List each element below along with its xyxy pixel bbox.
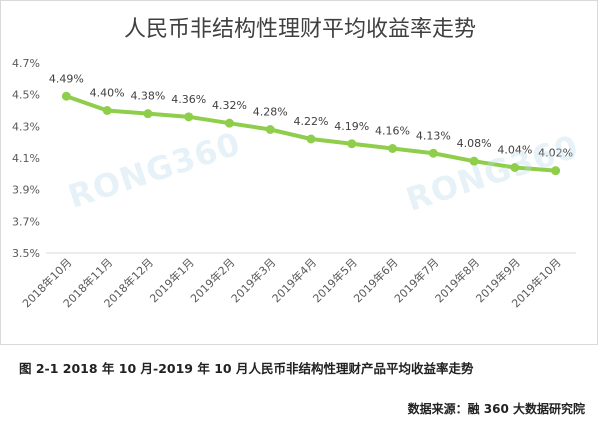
data-point	[551, 166, 561, 176]
data-source: 数据来源：融 360 大数据研究院	[407, 402, 585, 416]
data-point	[388, 144, 398, 153]
y-tick-label: 4.3%	[12, 120, 40, 133]
data-label: 4.36%	[171, 93, 206, 106]
data-label: 4.02%	[538, 147, 573, 160]
data-point	[428, 148, 438, 158]
data-point	[102, 106, 112, 115]
data-point	[184, 112, 194, 122]
data-label: 4.38%	[130, 90, 165, 103]
chart-title: 人民币非结构性理财平均收益率走势	[123, 17, 476, 42]
line-chart: 3.5%3.7%3.9%4.1%4.3%4.5%4.7%2018年10月2018…	[12, 57, 576, 310]
data-point	[510, 163, 520, 172]
y-tick-label: 3.5%	[12, 247, 40, 260]
data-label: 4.13%	[416, 129, 451, 142]
data-point	[224, 118, 234, 128]
figure-caption: 图 2-1 2018 年 10 月-2019 年 10 月人民币非结构性理财产品…	[19, 361, 474, 376]
y-tick-label: 4.1%	[12, 152, 40, 165]
data-label: 4.28%	[253, 106, 288, 119]
data-point	[469, 156, 479, 166]
data-label: 4.19%	[334, 120, 369, 133]
data-label: 4.16%	[375, 125, 410, 138]
chart-frame: 人民币非结构性理财平均收益率走势 3.5% 3.7% 3.9% 4.1% 4.3% 4.5…	[0, 0, 598, 345]
data-point	[265, 125, 275, 134]
y-tick-label: 3.9%	[12, 184, 40, 197]
data-label: 4.04%	[497, 144, 532, 157]
y-tick-label: 3.7%	[12, 215, 40, 228]
y-tick-label: 4.5%	[12, 89, 40, 102]
data-point	[61, 91, 71, 101]
data-label: 4.32%	[212, 99, 247, 112]
data-point	[306, 134, 316, 144]
data-label: 4.22%	[294, 115, 329, 128]
data-label: 4.49%	[49, 72, 84, 85]
data-label: 4.40%	[90, 87, 125, 100]
data-label: 4.08%	[457, 137, 492, 150]
y-tick-label: 4.7%	[12, 57, 40, 70]
data-point	[143, 109, 153, 119]
data-point	[347, 139, 357, 149]
